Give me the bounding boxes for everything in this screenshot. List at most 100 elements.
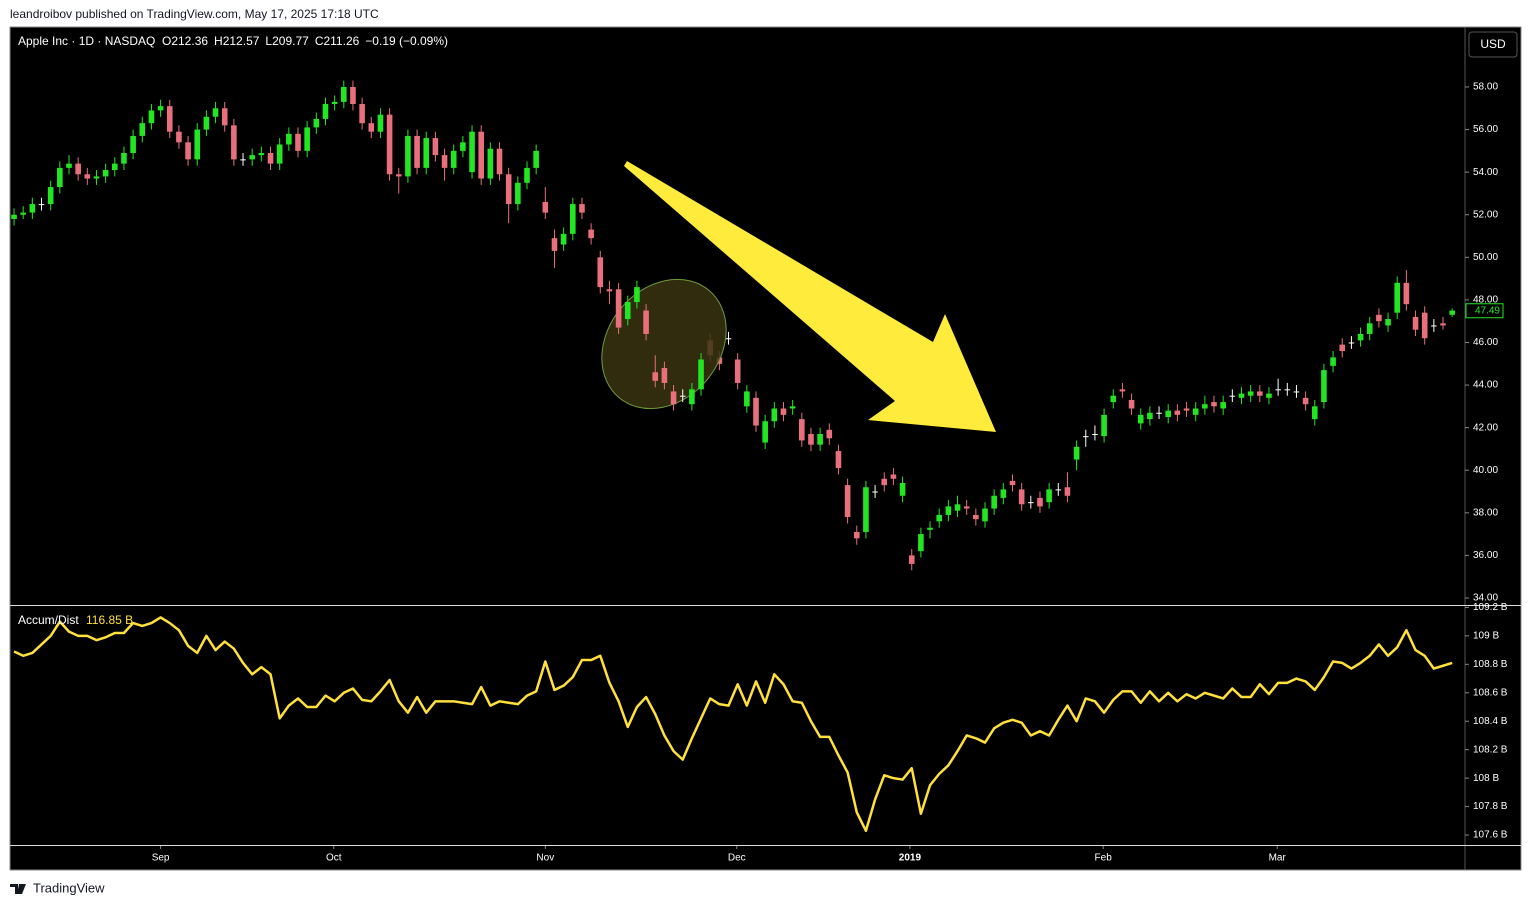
candle-body: [340, 86, 347, 102]
candle-body: [1449, 310, 1455, 315]
candle-body: [203, 116, 210, 130]
candle-body: [322, 104, 329, 119]
candle-body: [579, 204, 585, 213]
y-tick-label: 108.2 B: [1473, 744, 1508, 755]
candle-body: [524, 167, 530, 183]
candle-body: [963, 506, 970, 509]
candle-body: [936, 514, 943, 522]
candle-body: [496, 148, 503, 175]
y-tick-label: 52.00: [1473, 209, 1498, 220]
candle-body: [679, 395, 686, 397]
candle-body: [1385, 319, 1391, 326]
candle-body: [1257, 391, 1263, 396]
candle-body: [1202, 404, 1208, 409]
candle-body: [111, 163, 118, 171]
last-price-label: 47.49: [1475, 305, 1500, 316]
candle-body: [276, 144, 283, 164]
currency-button[interactable]: [1468, 31, 1518, 58]
candle-body: [267, 152, 274, 164]
candle-body: [597, 257, 604, 288]
candle-body: [1302, 397, 1309, 405]
candle-body: [1348, 342, 1355, 344]
candle-body: [570, 204, 576, 234]
change: −0.19 (−0.09%): [365, 34, 448, 48]
logo-mark: [10, 884, 26, 894]
candle-body: [368, 123, 375, 132]
y-tick-label: 54.00: [1473, 167, 1498, 178]
candle-body: [863, 487, 869, 532]
candle-body: [185, 142, 191, 160]
candles-overlay: [597, 250, 704, 411]
candle-body: [1376, 314, 1382, 322]
candle-body: [991, 495, 997, 509]
y-tick-label: 34.00: [1473, 593, 1498, 604]
candle-body: [102, 170, 109, 177]
candle-body: [450, 150, 457, 168]
candle-body: [698, 359, 704, 390]
candle-body: [945, 506, 952, 515]
candle-body: [1000, 489, 1007, 498]
ad-line: [13, 616, 1453, 833]
x-tick-label: Dec: [728, 853, 746, 864]
candle-body: [615, 289, 622, 328]
candle-body: [130, 135, 136, 153]
open: O212.36: [162, 34, 208, 48]
candle-body: [258, 152, 265, 156]
candle-body: [753, 397, 759, 426]
candle-body: [304, 127, 310, 151]
candle-body: [93, 176, 100, 179]
close: C211.26: [315, 34, 360, 48]
candle-body: [1321, 370, 1327, 403]
candle-body: [606, 289, 613, 292]
candle-body: [1137, 414, 1144, 424]
x-tick-label: Sep: [152, 853, 170, 864]
candle-body: [1028, 502, 1034, 504]
candle-body: [148, 110, 155, 124]
candle-body: [1073, 446, 1080, 460]
candle-body: [1064, 487, 1071, 496]
candle-body: [386, 114, 393, 175]
candle-body: [441, 155, 448, 168]
candle-body: [176, 131, 182, 143]
candle-body: [331, 101, 338, 105]
logo: TradingView: [10, 880, 105, 895]
candle-body: [249, 155, 255, 160]
y-tick-label: 42.00: [1473, 422, 1498, 433]
y-tick-label: 38.00: [1473, 507, 1498, 518]
candle-body: [744, 391, 750, 407]
y-tick-label: 48.00: [1473, 295, 1498, 306]
y-tick-label: 108.4 B: [1473, 716, 1508, 727]
currency[interactable]: USD: [1480, 37, 1506, 51]
ad-pane: [13, 616, 1453, 833]
candle-body: [1192, 408, 1199, 415]
brand: TradingView: [33, 880, 105, 895]
candle-body: [771, 408, 778, 422]
candle-body: [460, 142, 466, 151]
price-pane: [11, 80, 1455, 571]
candle-body: [432, 138, 439, 156]
candle-body: [505, 174, 512, 205]
candle-body: [817, 434, 823, 445]
publisher: leandroibov published on TradingView.com…: [10, 7, 379, 21]
candle-body: [1009, 480, 1016, 486]
candle-body: [1412, 316, 1419, 330]
candle-body: [542, 201, 549, 213]
candle-body: [1311, 406, 1318, 420]
candle-body: [1156, 412, 1162, 414]
candle-body: [872, 491, 878, 493]
candle-body: [853, 531, 860, 539]
x-tick-label: Mar: [1269, 853, 1287, 864]
candle-body: [1092, 434, 1098, 436]
y-tick-label: 46.00: [1473, 337, 1498, 348]
candle-body: [405, 135, 411, 177]
candle-body: [588, 229, 594, 239]
y-tick-label: 44.00: [1473, 380, 1498, 391]
candle-body: [1211, 402, 1217, 407]
x-tick-label: 2019: [899, 853, 922, 864]
axes: 34.00 36.00 38.00 40.00 42.00 44.00 46.00 48.00…: [152, 82, 1508, 864]
candle-body: [121, 152, 127, 164]
y-tick-label: 58.00: [1473, 82, 1498, 93]
candle-body: [469, 131, 475, 173]
